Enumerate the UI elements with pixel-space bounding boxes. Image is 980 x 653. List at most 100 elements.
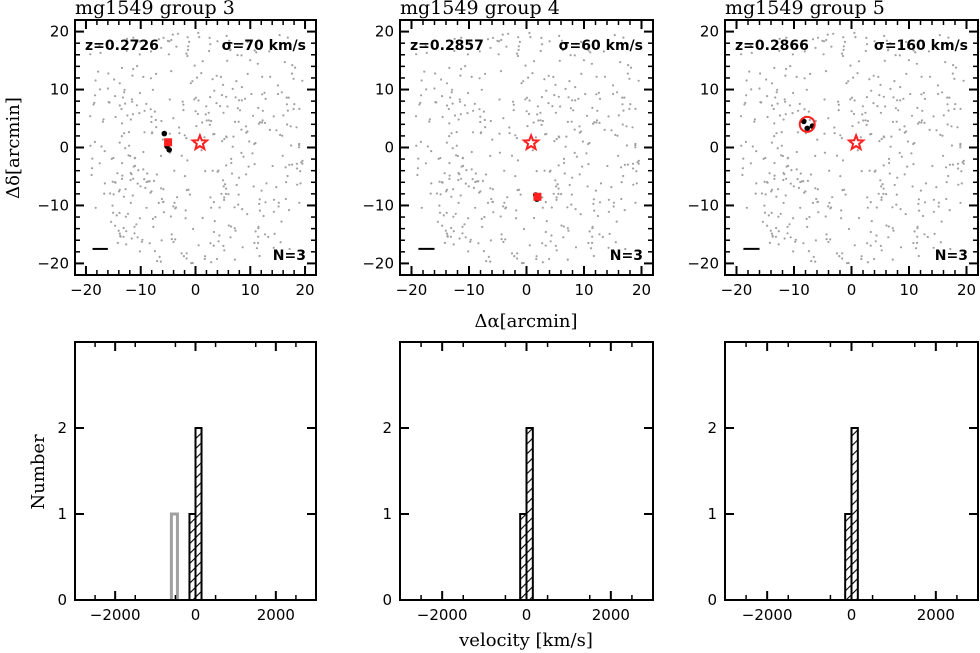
background-galaxy: [123, 88, 126, 91]
background-galaxy: [540, 96, 544, 99]
background-galaxy: [469, 238, 472, 241]
background-galaxy: [918, 209, 921, 212]
background-galaxy: [168, 132, 171, 135]
background-galaxy: [456, 154, 459, 158]
background-galaxy: [142, 168, 145, 171]
background-galaxy: [811, 201, 815, 204]
background-galaxy: [807, 250, 811, 253]
background-galaxy: [960, 182, 963, 185]
member-count-label: N=3: [610, 248, 643, 264]
background-galaxy: [552, 75, 555, 78]
background-galaxy: [167, 53, 170, 56]
background-galaxy: [904, 130, 908, 133]
background-galaxy: [425, 88, 428, 91]
background-galaxy: [253, 142, 256, 146]
background-galaxy: [160, 119, 163, 123]
background-galaxy: [551, 105, 554, 108]
background-galaxy: [896, 176, 899, 179]
background-galaxy: [947, 174, 950, 178]
background-galaxy: [951, 163, 955, 166]
background-galaxy: [864, 119, 867, 122]
background-galaxy: [857, 121, 860, 124]
background-galaxy: [248, 46, 251, 49]
background-galaxy: [448, 162, 451, 165]
background-galaxy: [263, 121, 267, 124]
background-galaxy: [932, 198, 936, 201]
background-galaxy: [766, 181, 769, 184]
background-galaxy: [959, 142, 962, 145]
background-galaxy: [290, 72, 294, 75]
background-galaxy: [875, 206, 878, 209]
background-galaxy: [89, 144, 92, 147]
background-galaxy: [902, 97, 905, 100]
background-galaxy: [917, 198, 921, 201]
background-galaxy: [626, 72, 629, 75]
background-galaxy: [879, 83, 882, 86]
background-galaxy: [141, 238, 144, 241]
background-galaxy: [850, 96, 854, 99]
background-galaxy: [744, 101, 747, 104]
background-galaxy: [936, 84, 940, 87]
background-galaxy: [186, 36, 189, 39]
background-galaxy: [920, 119, 924, 122]
background-galaxy: [467, 185, 470, 188]
background-galaxy: [197, 244, 200, 247]
background-galaxy: [264, 201, 267, 204]
background-galaxy: [768, 241, 772, 244]
background-galaxy: [209, 242, 212, 245]
background-galaxy: [803, 108, 806, 111]
background-galaxy: [894, 107, 898, 110]
background-galaxy: [440, 78, 443, 81]
background-galaxy: [574, 42, 578, 45]
background-galaxy: [145, 206, 148, 209]
background-galaxy: [276, 92, 280, 96]
background-galaxy: [162, 188, 165, 191]
background-galaxy: [155, 72, 158, 75]
background-galaxy: [479, 132, 482, 135]
background-galaxy: [782, 201, 785, 204]
background-galaxy: [770, 211, 773, 214]
background-galaxy: [430, 150, 433, 153]
background-galaxy: [816, 138, 819, 141]
background-galaxy: [471, 178, 474, 181]
background-galaxy: [634, 201, 637, 204]
background-galaxy: [761, 220, 765, 223]
background-galaxy: [935, 129, 938, 132]
background-galaxy: [241, 246, 244, 249]
background-galaxy: [949, 247, 952, 251]
background-galaxy: [208, 123, 211, 126]
x-tick-label: −10: [778, 281, 810, 299]
background-galaxy: [481, 225, 484, 228]
background-galaxy: [261, 119, 264, 122]
background-galaxy: [553, 140, 556, 143]
background-galaxy: [293, 103, 296, 106]
background-galaxy: [769, 229, 772, 232]
histogram-bar: [194, 427, 203, 601]
background-galaxy: [517, 45, 520, 48]
background-galaxy: [122, 226, 125, 230]
background-galaxy: [240, 54, 243, 57]
background-galaxy: [879, 111, 883, 114]
background-galaxy: [572, 109, 575, 112]
background-galaxy: [742, 157, 745, 160]
background-galaxy: [921, 109, 924, 112]
background-galaxy: [552, 192, 555, 195]
background-galaxy: [802, 242, 805, 245]
background-galaxy: [587, 142, 590, 146]
background-galaxy: [178, 132, 181, 135]
background-galaxy: [463, 223, 466, 226]
background-galaxy: [550, 206, 553, 209]
background-galaxy: [217, 169, 220, 172]
background-galaxy: [827, 240, 830, 244]
background-galaxy: [532, 216, 536, 220]
background-galaxy: [631, 162, 635, 165]
background-galaxy: [532, 60, 536, 63]
background-galaxy: [751, 145, 754, 148]
background-galaxy: [519, 193, 522, 196]
background-galaxy: [442, 214, 445, 217]
background-galaxy: [905, 40, 908, 44]
background-galaxy: [788, 104, 792, 107]
background-galaxy: [99, 51, 102, 55]
background-galaxy: [906, 140, 910, 143]
x-tick-label: 2000: [917, 606, 955, 624]
